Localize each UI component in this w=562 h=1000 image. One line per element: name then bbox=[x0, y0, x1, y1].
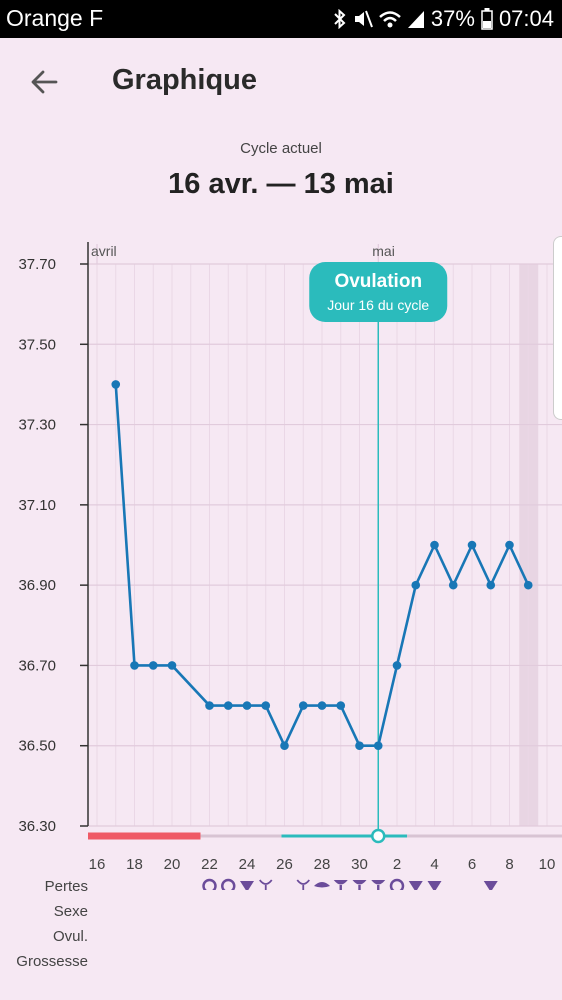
temperature-point bbox=[336, 701, 346, 710]
pertes-drop-icon bbox=[408, 881, 423, 890]
x-tick-label: 8 bbox=[505, 856, 513, 873]
temperature-point bbox=[411, 580, 421, 590]
status-icons: 37% 07:04 bbox=[333, 6, 554, 32]
legend-ovul: Ovul. bbox=[52, 928, 88, 945]
temperature-point bbox=[505, 540, 514, 550]
arrow-back-icon bbox=[31, 70, 58, 94]
x-tick-label: 10 bbox=[539, 856, 556, 873]
x-tick-label: 26 bbox=[276, 856, 293, 873]
temperature-point bbox=[261, 701, 271, 710]
cup-outline-shape bbox=[259, 879, 273, 890]
legend-pertes: Pertes bbox=[44, 878, 88, 895]
cup-shape bbox=[352, 880, 367, 890]
page-title: Graphique bbox=[112, 64, 258, 96]
ovulation-badge: Ovulation Jour 16 du cycle bbox=[309, 262, 448, 322]
pertes-drop-icon bbox=[240, 881, 254, 890]
back-button[interactable] bbox=[22, 60, 66, 104]
temperature-line bbox=[114, 384, 530, 748]
cup-outline-shape bbox=[296, 879, 310, 890]
x-tick-label: 28 bbox=[314, 856, 331, 873]
x-tick-label: 18 bbox=[126, 856, 143, 873]
temperature-point bbox=[392, 661, 402, 670]
signal-icon bbox=[407, 11, 424, 28]
pertes-ring-icon bbox=[389, 878, 405, 890]
battery-percent: 37% bbox=[430, 6, 475, 31]
temperature-point bbox=[242, 701, 252, 710]
drop-shape bbox=[408, 881, 423, 890]
y-tick-label: 36.30 bbox=[18, 818, 56, 835]
legend-sexe: Sexe bbox=[53, 903, 88, 920]
x-tick-label: 20 bbox=[164, 856, 181, 873]
pertes-cup-icon bbox=[352, 880, 367, 890]
temperature-point bbox=[373, 741, 383, 751]
temperature-point bbox=[280, 741, 289, 751]
y-tick-label: 37.10 bbox=[18, 497, 56, 514]
status-time: 07:04 bbox=[498, 6, 554, 31]
mute-icon bbox=[354, 10, 373, 28]
y-tick-label: 37.50 bbox=[18, 336, 56, 353]
pertes-drop-icon bbox=[483, 881, 498, 890]
temperature-chart[interactable]: avril mai 36.30 36.50 36.70 36.90 37.10 37.30 37… bbox=[0, 230, 562, 890]
temperature-point bbox=[486, 580, 496, 590]
temperature-point bbox=[355, 741, 364, 751]
temperature-point bbox=[448, 580, 458, 590]
battery-icon bbox=[481, 8, 493, 30]
x-tick-label: 2 bbox=[393, 856, 401, 873]
pertes-cup-icon bbox=[371, 880, 386, 890]
scroll-handle[interactable] bbox=[553, 236, 562, 420]
temperature-point bbox=[130, 661, 139, 670]
ovulation-badge-bg bbox=[309, 262, 448, 322]
ring-shape bbox=[221, 878, 236, 890]
temperature-point bbox=[467, 540, 477, 550]
ovulation-badge-subtitle: Jour 16 du cycle bbox=[327, 297, 429, 313]
x-tick-label: 30 bbox=[351, 856, 368, 873]
pertes-ring-icon bbox=[221, 878, 236, 890]
pertes-lens-icon bbox=[314, 882, 330, 888]
drop-shape bbox=[427, 881, 442, 890]
drop-shape bbox=[240, 881, 254, 890]
temperature-point bbox=[148, 661, 158, 670]
pertes-cup-outline-icon bbox=[259, 879, 273, 890]
temperature-point bbox=[317, 701, 327, 710]
pertes-cup-outline-icon bbox=[296, 879, 310, 890]
wifi-icon bbox=[379, 11, 401, 28]
legend-grossesse: Grossesse bbox=[16, 953, 88, 970]
x-tick-label: 6 bbox=[468, 856, 476, 873]
app-bar: Graphique bbox=[0, 38, 562, 126]
ovulation-badge-title: Ovulation bbox=[334, 271, 422, 292]
y-tick-label: 37.70 bbox=[18, 256, 56, 273]
status-bar: Orange F 37% 07:04 bbox=[0, 0, 562, 38]
x-tick-label: 22 bbox=[201, 856, 218, 873]
month-label: mai bbox=[372, 243, 395, 259]
y-tick-label: 37.30 bbox=[18, 417, 56, 434]
x-tick-label: 4 bbox=[430, 856, 438, 873]
pertes-cup-icon bbox=[333, 880, 348, 890]
temperature-point bbox=[167, 661, 177, 670]
ring-shape bbox=[389, 878, 405, 890]
y-tick-label: 36.70 bbox=[18, 657, 56, 674]
ring-shape bbox=[202, 878, 217, 890]
temperature-point bbox=[223, 701, 233, 710]
y-tick-label: 36.50 bbox=[18, 738, 56, 755]
carrier-name: Orange F bbox=[6, 5, 104, 31]
cup-shape bbox=[371, 880, 386, 890]
cycle-label: Cycle actuel bbox=[240, 140, 322, 157]
temperature-point bbox=[298, 701, 308, 710]
temperature-point bbox=[523, 580, 533, 590]
y-tick-label: 36.90 bbox=[18, 577, 56, 594]
temperature-point bbox=[111, 380, 121, 389]
cup-shape bbox=[333, 880, 348, 890]
drop-shape bbox=[483, 881, 498, 890]
temperature-point bbox=[205, 701, 214, 710]
x-tick-label: 16 bbox=[89, 856, 106, 873]
lens-shape bbox=[314, 882, 330, 888]
temperature-point bbox=[430, 540, 439, 550]
bluetooth-icon bbox=[334, 9, 346, 29]
cycle-range[interactable]: 16 avr. — 13 mai bbox=[168, 168, 394, 200]
ovulation-marker bbox=[371, 828, 386, 844]
x-tick-label: 24 bbox=[239, 856, 256, 873]
pertes-ring-icon bbox=[202, 878, 217, 890]
pertes-drop-icon bbox=[427, 881, 442, 890]
month-label: avril bbox=[91, 243, 117, 259]
